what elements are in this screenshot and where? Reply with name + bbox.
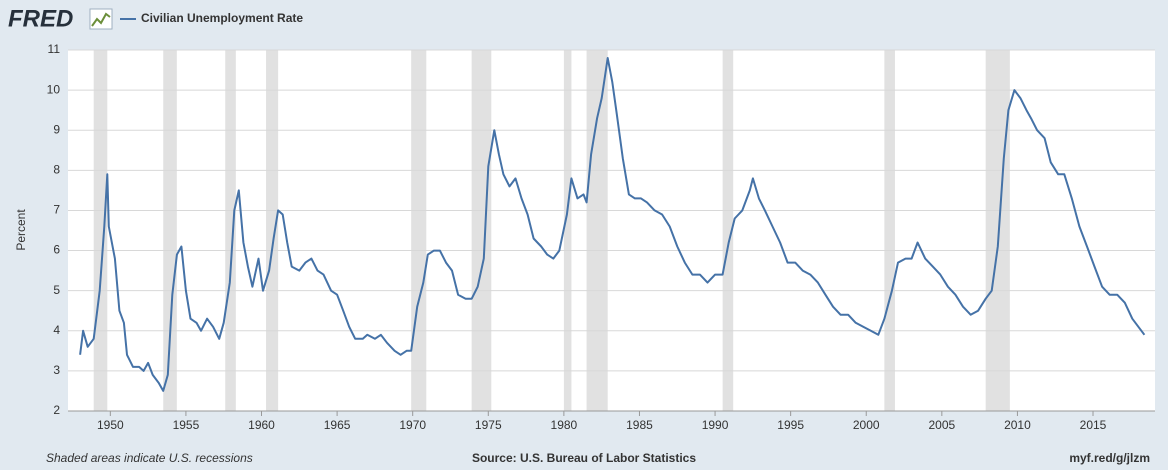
- recession-band: [722, 50, 734, 411]
- x-tick-label: 1955: [173, 418, 200, 432]
- y-tick-label: 9: [53, 122, 60, 136]
- recession-band: [93, 50, 108, 411]
- y-tick-label: 4: [53, 323, 60, 337]
- y-tick-label: 7: [53, 203, 60, 217]
- x-tick-label: 1975: [475, 418, 502, 432]
- recession-band: [563, 50, 572, 411]
- recession-band: [266, 50, 279, 411]
- y-tick-label: 5: [53, 283, 60, 297]
- x-tick-label: 2005: [928, 418, 955, 432]
- y-tick-label: 10: [47, 82, 61, 96]
- x-tick-label: 1985: [626, 418, 653, 432]
- x-tick-label: 2015: [1080, 418, 1107, 432]
- source: Source: U.S. Bureau of Labor Statistics: [472, 451, 696, 465]
- recession-band: [586, 50, 608, 411]
- recession-band: [884, 50, 895, 411]
- recession-band: [471, 50, 492, 411]
- y-tick-label: 8: [53, 163, 60, 177]
- y-axis-label: Percent: [14, 209, 28, 251]
- x-tick-label: 1990: [702, 418, 729, 432]
- short-url: myf.red/g/jlzm: [1069, 451, 1150, 465]
- x-tick-label: 1960: [248, 418, 275, 432]
- recession-band: [225, 50, 236, 411]
- y-tick-label: 2: [53, 403, 60, 417]
- x-tick-label: 1950: [97, 418, 124, 432]
- footer-note: Shaded areas indicate U.S. recessions: [46, 451, 253, 465]
- x-tick-label: 2000: [853, 418, 880, 432]
- x-tick-label: 1980: [551, 418, 578, 432]
- y-tick-label: 3: [53, 363, 60, 377]
- legend-label: Civilian Unemployment Rate: [141, 11, 303, 25]
- logo: FRED: [8, 5, 73, 32]
- x-tick-label: 2010: [1004, 418, 1031, 432]
- plot-area: [68, 50, 1155, 411]
- logo-icon: [89, 8, 113, 30]
- y-tick-label: 6: [53, 243, 60, 257]
- recession-band: [163, 50, 177, 411]
- recession-band: [985, 50, 1010, 411]
- y-tick-label: 11: [48, 42, 61, 56]
- x-tick-label: 1970: [399, 418, 426, 432]
- recession-band: [411, 50, 427, 411]
- data-line: [79, 57, 1146, 392]
- x-tick-label: 1995: [777, 418, 804, 432]
- x-tick-label: 1965: [324, 418, 351, 432]
